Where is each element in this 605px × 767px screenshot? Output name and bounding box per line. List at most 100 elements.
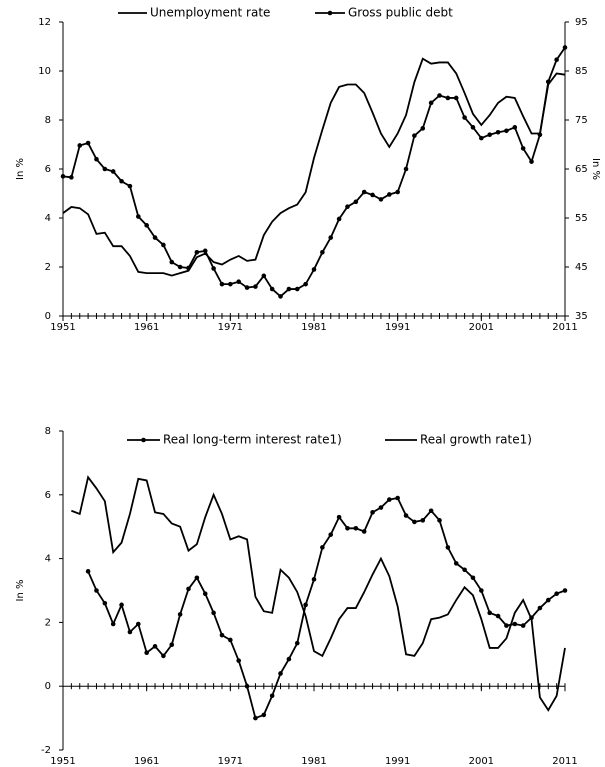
point [311, 267, 317, 272]
point [186, 586, 191, 592]
point [152, 235, 158, 240]
x-tick-label: 1971 [218, 322, 243, 333]
point [445, 545, 451, 550]
point [370, 510, 375, 515]
point [370, 192, 375, 198]
point [119, 178, 124, 184]
x-tick-label: 1991 [385, 756, 410, 767]
point [286, 286, 292, 292]
point [110, 169, 116, 174]
point [269, 693, 275, 699]
point [311, 577, 317, 582]
point [487, 132, 493, 137]
point [119, 602, 124, 608]
point [144, 223, 149, 228]
point [152, 644, 158, 649]
point [378, 197, 384, 202]
y-tick-label: 4 [45, 554, 51, 565]
x-tick-label: 2011 [552, 322, 577, 333]
y-axis-label: In % [15, 158, 26, 180]
point [194, 250, 200, 255]
point [437, 93, 442, 98]
point [395, 495, 400, 501]
point [269, 286, 275, 292]
point [320, 545, 325, 550]
point [361, 189, 367, 195]
point [504, 623, 509, 628]
point [261, 712, 267, 718]
y2-tick-label: 55 [575, 213, 588, 224]
point [537, 132, 543, 137]
y2-axis-label: In % [590, 158, 601, 180]
point [294, 640, 300, 646]
series-line [71, 475, 566, 712]
point [554, 591, 559, 596]
point [219, 281, 225, 287]
point [512, 125, 518, 130]
point [186, 265, 191, 271]
point [286, 656, 292, 662]
legend-marker [327, 10, 333, 16]
point [236, 279, 241, 285]
series-line [62, 57, 566, 277]
x-tick-label: 1961 [134, 756, 159, 767]
point [85, 140, 91, 146]
point [161, 653, 166, 659]
point [504, 128, 509, 134]
y2-tick-label: 85 [575, 66, 588, 77]
point [211, 610, 216, 616]
legend-label: Gross public debt [348, 6, 453, 20]
y-tick-label: 0 [45, 681, 51, 692]
point [320, 250, 325, 255]
point [219, 632, 225, 638]
point [353, 525, 359, 531]
point [412, 133, 417, 138]
point [110, 621, 116, 627]
point [228, 637, 233, 643]
point [554, 57, 559, 63]
point [387, 497, 392, 502]
point [202, 591, 208, 596]
y2-tick-label: 65 [575, 164, 588, 175]
point [453, 95, 459, 101]
point [253, 284, 258, 289]
y-tick-label: 8 [45, 426, 51, 437]
y2-tick-label: 45 [575, 262, 588, 273]
y-tick-label: 6 [45, 490, 51, 501]
point [403, 513, 409, 518]
point [520, 146, 526, 151]
point [144, 650, 149, 656]
point [294, 286, 300, 292]
point [94, 588, 99, 593]
point [127, 629, 133, 635]
x-tick-label: 1951 [50, 756, 75, 767]
point [278, 671, 283, 676]
point [77, 143, 83, 148]
y-tick-label: 4 [45, 213, 51, 224]
point [387, 192, 392, 197]
y2-tick-label: 95 [575, 17, 588, 28]
x-tick-label: 2001 [469, 322, 494, 333]
point [512, 621, 518, 627]
point [211, 266, 216, 271]
point [562, 588, 568, 593]
x-tick-label: 1991 [385, 322, 410, 333]
point [487, 610, 493, 616]
point [545, 597, 551, 603]
point [462, 567, 467, 573]
point [479, 588, 484, 593]
y-tick-label: 6 [45, 164, 51, 175]
point [85, 569, 91, 574]
legend-label: Real long-term interest rate1) [163, 433, 342, 447]
x-tick-label: 1981 [301, 322, 326, 333]
y-tick-label: 8 [45, 115, 51, 126]
point [60, 174, 66, 179]
point [261, 273, 267, 279]
x-tick-label: 1971 [218, 756, 243, 767]
point [495, 129, 501, 135]
point [194, 575, 200, 581]
point [529, 159, 534, 164]
point [253, 715, 258, 721]
x-tick-label: 1951 [50, 322, 75, 333]
point [278, 294, 283, 299]
